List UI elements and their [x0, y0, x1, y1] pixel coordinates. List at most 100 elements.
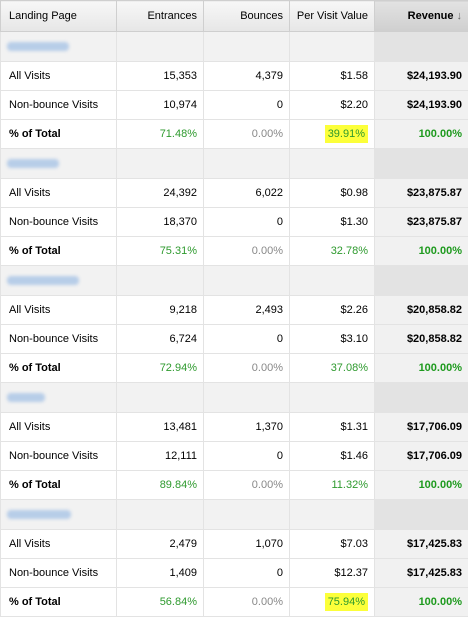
landing-page-link[interactable]: [0, 499, 117, 530]
table-row: Non-bounce Visits 10,974 0 $2.20 $24,193.90: [0, 90, 468, 120]
per-visit-value-cell: $1.46: [289, 441, 375, 471]
row-label: All Visits: [0, 295, 117, 325]
highlighted-value: 39.91%: [324, 125, 368, 143]
row-label: Non-bounce Visits: [0, 558, 117, 588]
per-visit-value-cell: $7.03: [289, 529, 375, 559]
per-visit-value-cell: $0.98: [289, 178, 375, 208]
column-header-revenue[interactable]: Revenue ↓: [374, 0, 468, 32]
revenue-cell: 100.00%: [374, 353, 468, 383]
per-visit-value-cell: 37.08%: [289, 353, 375, 383]
group-empty-cell: [289, 499, 375, 530]
column-header-per-visit-value[interactable]: Per Visit Value: [289, 0, 375, 32]
entrances-cell: 72.94%: [116, 353, 204, 383]
group-empty-cell: [289, 265, 375, 296]
per-visit-value-cell: $2.26: [289, 295, 375, 325]
table-header-row: Landing Page Entrances Bounces Per Visit…: [0, 0, 468, 32]
per-visit-value-cell: $1.30: [289, 207, 375, 237]
group-empty-cell: [203, 265, 290, 296]
entrances-cell: 15,353: [116, 61, 204, 91]
bounces-cell: 0: [203, 441, 290, 471]
group-empty-cell: [374, 265, 468, 296]
row-label: Non-bounce Visits: [0, 324, 117, 354]
revenue-cell: 100.00%: [374, 587, 468, 617]
bounces-cell: 0.00%: [203, 236, 290, 266]
row-label: % of Total: [0, 236, 117, 266]
column-header-entrances[interactable]: Entrances: [116, 0, 204, 32]
column-header-landing-page[interactable]: Landing Page: [0, 0, 117, 32]
row-label: All Visits: [0, 178, 117, 208]
bounces-cell: 1,070: [203, 529, 290, 559]
table-row: Non-bounce Visits 1,409 0 $12.37 $17,425.83: [0, 558, 468, 588]
landing-page-group-row: [0, 499, 468, 530]
bounces-cell: 0: [203, 558, 290, 588]
bounces-cell: 0.00%: [203, 587, 290, 617]
per-visit-value-cell: 11.32%: [289, 470, 375, 500]
table-row: Non-bounce Visits 6,724 0 $3.10 $20,858.82: [0, 324, 468, 354]
sort-descending-icon: ↓: [456, 10, 463, 22]
table-row: % of Total 75.31% 0.00% 32.78% 100.00%: [0, 236, 468, 266]
per-visit-value-cell: 39.91%: [289, 119, 375, 149]
entrances-cell: 2,479: [116, 529, 204, 559]
per-visit-value-cell: $3.10: [289, 324, 375, 354]
table-row: % of Total 89.84% 0.00% 11.32% 100.00%: [0, 470, 468, 500]
bounces-cell: 4,379: [203, 61, 290, 91]
per-visit-value-cell: $1.58: [289, 61, 375, 91]
group-empty-cell: [116, 31, 204, 62]
group-empty-cell: [116, 382, 204, 413]
group-empty-cell: [289, 31, 375, 62]
bounces-cell: 0.00%: [203, 119, 290, 149]
landing-page-link[interactable]: [0, 148, 117, 179]
landing-page-group-row: [0, 265, 468, 296]
table-row: % of Total 56.84% 0.00% 75.94% 100.00%: [0, 587, 468, 617]
revenue-cell: $20,858.82: [374, 324, 468, 354]
bounces-cell: 6,022: [203, 178, 290, 208]
entrances-cell: 13,481: [116, 412, 204, 442]
column-header-revenue-label: Revenue: [407, 10, 454, 22]
group-empty-cell: [116, 265, 204, 296]
group-empty-cell: [203, 148, 290, 179]
group-empty-cell: [116, 499, 204, 530]
redacted-page-name: [7, 393, 45, 403]
group-empty-cell: [289, 382, 375, 413]
redacted-page-name: [7, 276, 79, 286]
per-visit-value-cell: 32.78%: [289, 236, 375, 266]
revenue-cell: $17,425.83: [374, 529, 468, 559]
entrances-cell: 10,974: [116, 90, 204, 120]
redacted-page-name: [7, 510, 71, 520]
landing-page-link[interactable]: [0, 382, 117, 413]
entrances-cell: 56.84%: [116, 587, 204, 617]
column-header-bounces[interactable]: Bounces: [203, 0, 290, 32]
table-row: Non-bounce Visits 12,111 0 $1.46 $17,706.09: [0, 441, 468, 471]
revenue-cell: $17,706.09: [374, 412, 468, 442]
revenue-cell: $23,875.87: [374, 178, 468, 208]
group-empty-cell: [203, 31, 290, 62]
bounces-cell: 1,370: [203, 412, 290, 442]
landing-page-group-row: [0, 31, 468, 62]
entrances-cell: 71.48%: [116, 119, 204, 149]
entrances-cell: 12,111: [116, 441, 204, 471]
group-empty-cell: [203, 499, 290, 530]
table-row: All Visits 13,481 1,370 $1.31 $17,706.09: [0, 412, 468, 442]
landing-page-group-row: [0, 148, 468, 179]
table-row: All Visits 15,353 4,379 $1.58 $24,193.90: [0, 61, 468, 91]
entrances-cell: 1,409: [116, 558, 204, 588]
table-row: All Visits 9,218 2,493 $2.26 $20,858.82: [0, 295, 468, 325]
group-empty-cell: [374, 148, 468, 179]
entrances-cell: 89.84%: [116, 470, 204, 500]
per-visit-value-cell: $1.31: [289, 412, 375, 442]
revenue-cell: $23,875.87: [374, 207, 468, 237]
group-empty-cell: [374, 382, 468, 413]
landing-page-link[interactable]: [0, 265, 117, 296]
revenue-cell: $24,193.90: [374, 61, 468, 91]
group-empty-cell: [289, 148, 375, 179]
entrances-cell: 6,724: [116, 324, 204, 354]
bounces-cell: 0: [203, 207, 290, 237]
row-label: % of Total: [0, 587, 117, 617]
table-row: % of Total 71.48% 0.00% 39.91% 100.00%: [0, 119, 468, 149]
group-empty-cell: [374, 499, 468, 530]
landing-page-link[interactable]: [0, 31, 117, 62]
group-empty-cell: [116, 148, 204, 179]
per-visit-value-cell: $2.20: [289, 90, 375, 120]
group-empty-cell: [203, 382, 290, 413]
